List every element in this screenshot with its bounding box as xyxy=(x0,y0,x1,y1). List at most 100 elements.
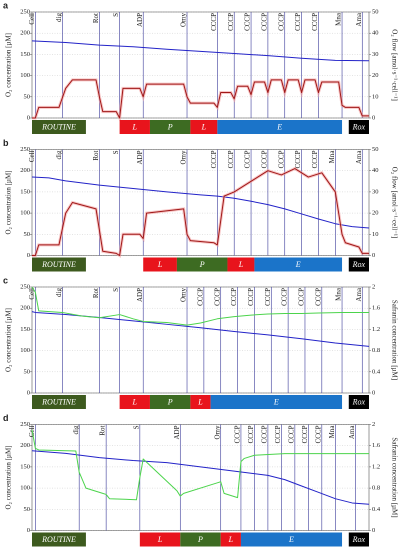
y-tick-label: 150 xyxy=(20,463,30,470)
state-bar xyxy=(217,120,343,134)
y-tick-label: 0 xyxy=(27,252,30,259)
y2-tick-label: 1.6 xyxy=(372,305,381,312)
event-label: CCCP xyxy=(298,288,306,306)
event-label: Omy xyxy=(180,288,188,303)
y2-tick-label: 50 xyxy=(372,146,379,153)
y-tick-label: 0 xyxy=(27,389,30,396)
y2-tick-label: 10 xyxy=(372,93,379,100)
data-line xyxy=(31,450,370,505)
y-tick-label: 150 xyxy=(20,188,30,195)
event-label: Rot xyxy=(92,150,100,160)
event-label: CCCP xyxy=(244,150,252,168)
event-label: CCCP xyxy=(294,150,302,168)
state-label: ROUTINE xyxy=(41,535,76,544)
event-label: CCCP xyxy=(261,150,269,168)
y2-tick-label: 0 xyxy=(372,252,375,259)
state-label: E xyxy=(273,397,279,406)
event-label: S xyxy=(132,425,140,429)
state-label: E xyxy=(276,122,282,131)
y2-tick-label: 0.8 xyxy=(372,347,380,354)
event-label: CCCP xyxy=(301,425,309,443)
y-tick-label: 50 xyxy=(24,506,31,513)
event-label: S xyxy=(112,13,120,17)
y-tick-label: 50 xyxy=(24,93,31,100)
event-label: CCCP xyxy=(261,13,269,31)
event-label: Mna xyxy=(328,425,336,439)
y-axis-title: O₂ concentration [µM] xyxy=(5,33,13,97)
y-tick-label: 0 xyxy=(27,527,30,534)
y-tick-label: 200 xyxy=(20,30,30,37)
state-label: P xyxy=(167,122,173,131)
state-bar xyxy=(149,395,191,409)
y-axis-title: O₂ concentration [µM] xyxy=(5,445,13,509)
state-bar xyxy=(119,120,150,134)
state-bar xyxy=(190,120,218,134)
state-label: ROUTINE xyxy=(41,397,76,406)
y-tick-label: 150 xyxy=(20,326,30,333)
y-axis-title: O₂ concentration [µM] xyxy=(5,170,13,234)
event-label: Cell xyxy=(28,13,36,25)
state-bar xyxy=(227,257,255,272)
state-bar xyxy=(348,257,369,272)
event-label: ADP xyxy=(136,288,144,302)
event-label: S xyxy=(112,150,120,154)
event-label: Rot xyxy=(99,425,107,435)
y2-tick-label: 2 xyxy=(372,421,375,428)
y2-tick-label: 20 xyxy=(372,210,379,217)
panel-letter: c xyxy=(3,275,8,285)
event-label: CCCP xyxy=(230,288,238,306)
y2-tick-label: 1.6 xyxy=(372,442,381,449)
state-bar xyxy=(348,532,369,547)
event-label: CCCP xyxy=(277,13,285,31)
state-label: ROUTINE xyxy=(41,260,76,269)
event-label: Ama xyxy=(355,12,363,27)
y-tick-label: 50 xyxy=(24,368,31,375)
state-bar xyxy=(190,395,211,409)
y2-tick-label: 1.2 xyxy=(372,463,380,470)
state-bar xyxy=(240,532,343,547)
state-bar xyxy=(32,395,86,409)
event-label: dig xyxy=(55,13,63,22)
data-line xyxy=(31,311,370,347)
event-label: CCCP xyxy=(247,288,255,306)
event-label: CCCP xyxy=(227,13,235,31)
state-label: P xyxy=(167,397,173,406)
y-tick-label: 250 xyxy=(20,8,30,15)
event-label: ADP xyxy=(136,13,144,27)
y2-tick-label: 0 xyxy=(372,527,375,534)
event-label: CCCP xyxy=(261,425,269,443)
state-bar xyxy=(119,395,150,409)
state-label: Rox xyxy=(352,535,366,544)
state-label: P xyxy=(197,535,203,544)
state-bar xyxy=(149,120,191,134)
event-label: CCCP xyxy=(213,288,221,306)
state-bar xyxy=(180,532,221,547)
event-label: dig xyxy=(72,425,80,434)
state-label: Rox xyxy=(352,397,366,406)
state-bar xyxy=(143,257,177,272)
state-bar xyxy=(254,257,343,272)
y-tick-label: 100 xyxy=(20,72,30,79)
state-label: ROUTINE xyxy=(41,122,76,131)
event-label: Mna xyxy=(328,150,336,164)
y-tick-label: 200 xyxy=(20,442,30,449)
event-label: CCCP xyxy=(274,425,282,443)
y-tick-label: 100 xyxy=(20,347,30,354)
event-label: CCCP xyxy=(227,150,235,168)
state-label: E xyxy=(295,260,301,269)
panel-letter: a xyxy=(3,0,9,10)
y-tick-label: 100 xyxy=(20,210,30,217)
state-label: P xyxy=(199,260,205,269)
state-label: Rox xyxy=(352,260,366,269)
event-label: Mna xyxy=(335,12,343,26)
state-bar xyxy=(32,532,86,547)
state-label: L xyxy=(132,122,138,131)
event-label: Omy xyxy=(180,150,188,165)
event-label: CCCP xyxy=(244,13,252,31)
y-tick-label: 200 xyxy=(20,305,30,312)
y2-axis-title: O₂ flow [amol·s⁻¹·cell⁻¹] xyxy=(390,29,398,101)
event-label: Omy xyxy=(213,425,221,440)
data-line xyxy=(31,40,370,62)
y2-tick-label: 0.8 xyxy=(372,485,380,492)
